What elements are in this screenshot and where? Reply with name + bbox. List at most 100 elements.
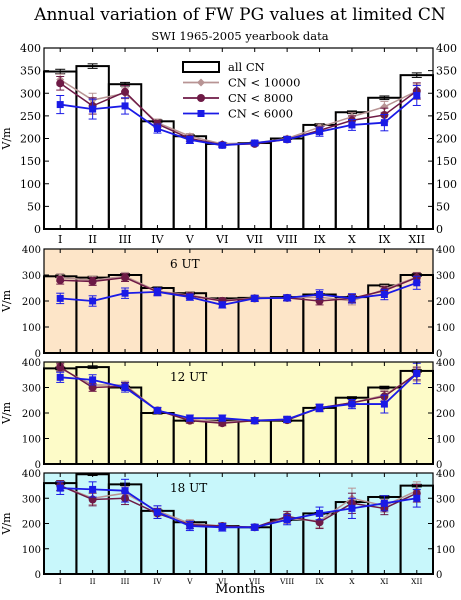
- y-tick-label: 300: [436, 384, 455, 395]
- panel-1: 0 0 50 50 100 100 150 150 200 200 250 250 300 300 350 3…: [0, 42, 457, 246]
- series-point: [218, 301, 226, 309]
- y-tick-label: 400: [436, 469, 455, 480]
- series-point: [186, 136, 194, 144]
- x-tick-label: VIII: [279, 577, 294, 586]
- series-point: [283, 415, 291, 423]
- y-tick-label: 100: [436, 323, 455, 334]
- y-tick-label: 0: [34, 223, 41, 236]
- legend-swatch: [182, 61, 220, 73]
- series-point: [380, 400, 388, 408]
- bar: [75, 65, 110, 230]
- y-tick-label: 400: [20, 42, 41, 55]
- legend-label: CN < 6000: [228, 107, 293, 121]
- series-point: [186, 293, 194, 301]
- y-tick-label: 300: [436, 494, 455, 505]
- y-tick-label: 50: [436, 200, 450, 213]
- series-point: [56, 79, 65, 88]
- x-tick-label: X: [349, 577, 355, 586]
- bar: [140, 120, 175, 230]
- series-point: [316, 291, 324, 298]
- series-line: [60, 94, 418, 147]
- series-point: [89, 485, 97, 493]
- y-tick-label: 0: [436, 570, 442, 581]
- y-tick-label: 0: [436, 223, 443, 236]
- legend-marker: [197, 78, 205, 87]
- x-tick-label: IX: [378, 233, 390, 246]
- series-point: [89, 376, 97, 384]
- x-tick-label: XII: [411, 577, 422, 586]
- series-point: [316, 509, 324, 517]
- series-point: [348, 504, 356, 512]
- series-point: [153, 125, 161, 133]
- y-tick-label: 100: [22, 545, 41, 556]
- y-tick-label: 350: [436, 65, 457, 78]
- x-tick-label: I: [58, 233, 62, 246]
- x-tick-label: I: [59, 577, 62, 586]
- series-line: [60, 372, 418, 422]
- series-point: [348, 400, 356, 408]
- series-point: [251, 294, 259, 302]
- series-point: [88, 383, 97, 392]
- y-tick-label: 400: [22, 358, 41, 369]
- series-point: [251, 417, 259, 425]
- bar: [302, 123, 337, 230]
- series-point: [380, 102, 389, 111]
- series-point: [380, 119, 388, 127]
- series-point: [251, 523, 259, 531]
- y-tick-label: 250: [436, 110, 457, 123]
- series-point: [121, 487, 129, 495]
- y-tick-label: 400: [436, 42, 457, 55]
- series-point: [413, 279, 421, 287]
- y-tick-label: 0: [35, 349, 41, 360]
- y-tick-label: 250: [20, 110, 41, 123]
- series-point: [121, 273, 130, 282]
- panel-2: 0 0 100 100 200 200 300 300 400 400 V/m 6 UT: [0, 245, 455, 360]
- series-point: [56, 484, 64, 492]
- series-point: [283, 294, 291, 302]
- y-tick-label: 100: [436, 545, 455, 556]
- x-tick-label: IX: [315, 577, 324, 586]
- series-point: [89, 297, 97, 305]
- series-point: [56, 101, 64, 109]
- chart-subtitle: SWI 1965-2005 yearbook data: [151, 29, 328, 43]
- x-tick-label: III: [121, 577, 130, 586]
- series-point: [56, 373, 64, 381]
- x-tick-label: IX: [313, 233, 325, 246]
- y-axis-label: V/m: [0, 289, 13, 313]
- series-point: [153, 508, 161, 516]
- series-point: [348, 121, 356, 129]
- series-point: [88, 495, 97, 504]
- legend-label: CN < 10000: [228, 76, 300, 90]
- x-axis-label: Months: [215, 582, 265, 597]
- x-tick-label: X: [348, 233, 356, 246]
- y-tick-label: 200: [436, 297, 455, 308]
- x-tick-label: VII: [248, 577, 260, 586]
- legend-marker: [197, 94, 205, 102]
- y-tick-label: 300: [436, 87, 457, 100]
- bar: [205, 142, 240, 230]
- y-tick-label: 300: [436, 271, 455, 282]
- y-tick-label: 200: [436, 520, 455, 531]
- bar: [269, 137, 305, 230]
- y-tick-label: 200: [436, 409, 455, 420]
- y-axis-label: V/m: [0, 512, 13, 536]
- series-point: [56, 363, 65, 372]
- y-tick-label: 0: [436, 460, 442, 471]
- series-point: [380, 499, 388, 507]
- y-tick-label: 400: [22, 245, 41, 256]
- x-tick-label: IV: [153, 577, 162, 586]
- x-tick-label: VI: [217, 577, 226, 586]
- series-point: [121, 384, 129, 391]
- series-point: [413, 92, 421, 100]
- y-tick-label: 100: [22, 435, 41, 446]
- series-point: [348, 294, 356, 302]
- series-point: [316, 128, 324, 136]
- series-point: [218, 523, 226, 531]
- legend-marker: [197, 110, 205, 117]
- y-tick-label: 400: [436, 358, 455, 369]
- y-tick-label: 200: [22, 297, 41, 308]
- x-tick-label: III: [119, 233, 132, 246]
- x-tick-label: VI: [215, 233, 228, 246]
